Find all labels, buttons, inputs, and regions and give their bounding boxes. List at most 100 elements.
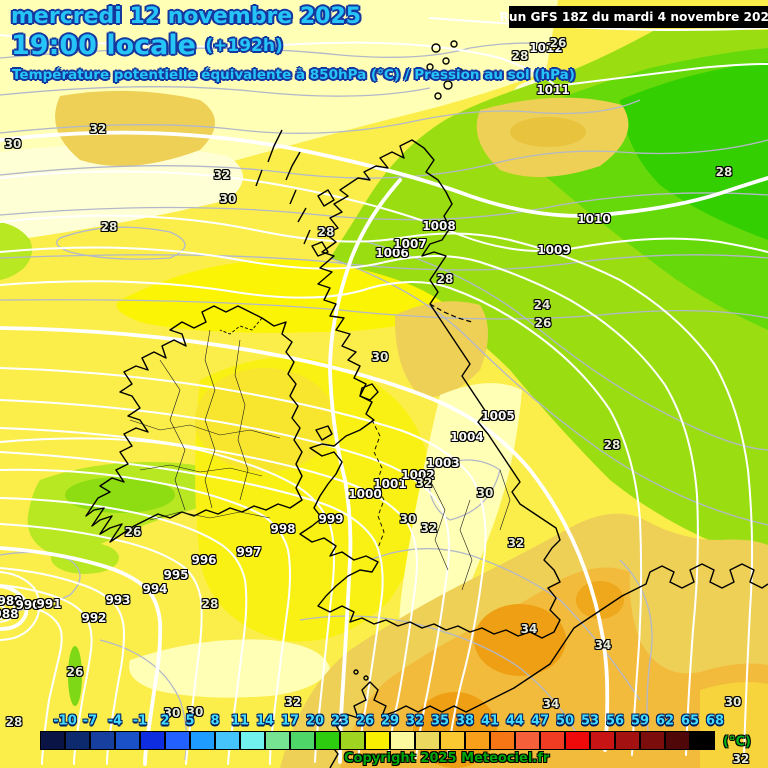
scale-cell — [140, 731, 165, 750]
pressure-label: 988 — [0, 607, 19, 621]
coastlines — [85, 40, 768, 768]
pressure-label: 1000 — [348, 487, 382, 501]
pressure-label: 1010 — [577, 212, 611, 226]
valid-time: 19:00 locale — [11, 30, 196, 61]
scale-cell — [615, 731, 640, 750]
temperature-label: 28 — [511, 49, 529, 63]
scale-cell — [490, 731, 515, 750]
temperature-label: 30 — [371, 350, 389, 364]
scale-cell — [65, 731, 90, 750]
scale-unit: (°C) — [723, 734, 751, 750]
scale-tick: 11 — [230, 713, 250, 729]
scale-cell — [390, 731, 415, 750]
scale-cell — [540, 731, 565, 750]
scale-cell — [465, 731, 490, 750]
map-parameter-title: Température potentielle équivalente à 85… — [12, 67, 575, 83]
pressure-label: 1005 — [481, 409, 515, 423]
pressure-label: 1009 — [537, 243, 571, 257]
scale-tick: -7 — [82, 713, 98, 729]
scale-tick: 47 — [530, 713, 550, 729]
pressure-label: 989 — [0, 594, 23, 608]
pressure-label: 990 — [15, 598, 41, 612]
isobar-lines-thick — [0, 130, 768, 766]
temperature-label: 26 — [549, 36, 567, 50]
temperature-label: 32 — [420, 521, 438, 535]
scale-tick: 26 — [355, 713, 375, 729]
valid-time-row: 19:00 locale (+192h) — [11, 30, 361, 61]
scale-cell — [665, 731, 690, 750]
scale-tick: 44 — [505, 713, 525, 729]
scale-tick: 8 — [210, 713, 220, 729]
pressure-label: 1004 — [450, 430, 484, 444]
scale-cell — [690, 731, 715, 750]
temperature-label: 28 — [5, 715, 23, 729]
scale-tick: 29 — [380, 713, 400, 729]
scale-cell — [215, 731, 240, 750]
temperature-label: 30 — [4, 137, 22, 151]
temperature-label: 28 — [317, 225, 335, 239]
scale-cell — [590, 731, 615, 750]
temperature-label: 32 — [213, 168, 231, 182]
pressure-label: 998 — [270, 522, 296, 536]
pressure-label: 991 — [36, 597, 62, 611]
temperature-label: 30 — [476, 486, 494, 500]
temperature-label: 32 — [89, 122, 107, 136]
scale-tick: 17 — [280, 713, 300, 729]
temperature-label: 28 — [201, 597, 219, 611]
scale-tick: 23 — [330, 713, 350, 729]
scale-tick: 68 — [705, 713, 725, 729]
pressure-label: 1006 — [375, 246, 409, 260]
scale-cell — [340, 731, 365, 750]
scale-cell — [415, 731, 440, 750]
scale-tick: 5 — [185, 713, 195, 729]
pressure-label: 999 — [318, 512, 344, 526]
scale-cell — [640, 731, 665, 750]
pressure-label: 1003 — [426, 456, 460, 470]
temperature-label: 30 — [399, 512, 417, 526]
pressure-label: 996 — [191, 553, 217, 567]
scale-cell — [365, 731, 390, 750]
temperature-label: 30 — [163, 706, 181, 720]
scale-tick: 53 — [580, 713, 600, 729]
scale-tick: -1 — [132, 713, 148, 729]
pressure-label: 995 — [163, 568, 189, 582]
scale-tick: 62 — [655, 713, 675, 729]
forecast-offset: (+192h) — [205, 36, 283, 56]
isobar-lines — [0, 17, 768, 765]
scale-cell — [115, 731, 140, 750]
temperature-label: 26 — [124, 525, 142, 539]
valid-date: mercredi 12 novembre 2025 — [11, 4, 362, 29]
scale-cell — [440, 731, 465, 750]
temperature-label: 34 — [542, 697, 560, 711]
pressure-label: 1001 — [373, 477, 407, 491]
scale-cell — [565, 731, 590, 750]
pressure-label: 1011 — [536, 83, 570, 97]
scale-cell — [90, 731, 115, 750]
temperature-label: 30 — [186, 705, 204, 719]
scale-cell — [515, 731, 540, 750]
temperature-label: 32 — [415, 476, 433, 490]
scale-tick: -10 — [53, 713, 77, 729]
scale-tick: 20 — [305, 713, 325, 729]
scale-cell — [40, 731, 65, 750]
temperature-label: 24 — [533, 298, 551, 312]
scale-tick: 35 — [430, 713, 450, 729]
temperature-label: 28 — [603, 438, 621, 452]
model-run-info: Run GFS 18Z du mardi 4 novembre 2025 — [500, 6, 768, 28]
scale-cell — [265, 731, 290, 750]
isotherm-lines — [0, 42, 768, 761]
pressure-label: 992 — [81, 611, 107, 625]
pressure-label: 994 — [142, 582, 168, 596]
scale-cell — [315, 731, 340, 750]
scale-tick: 38 — [455, 713, 475, 729]
scale-cell — [165, 731, 190, 750]
temperature-label: 32 — [284, 695, 302, 709]
scale-tick: -4 — [107, 713, 123, 729]
scale-tick: 65 — [680, 713, 700, 729]
scale-tick: 50 — [555, 713, 575, 729]
temperature-label: 28 — [436, 272, 454, 286]
temperature-label: 28 — [715, 165, 733, 179]
temperature-label: 26 — [534, 316, 552, 330]
